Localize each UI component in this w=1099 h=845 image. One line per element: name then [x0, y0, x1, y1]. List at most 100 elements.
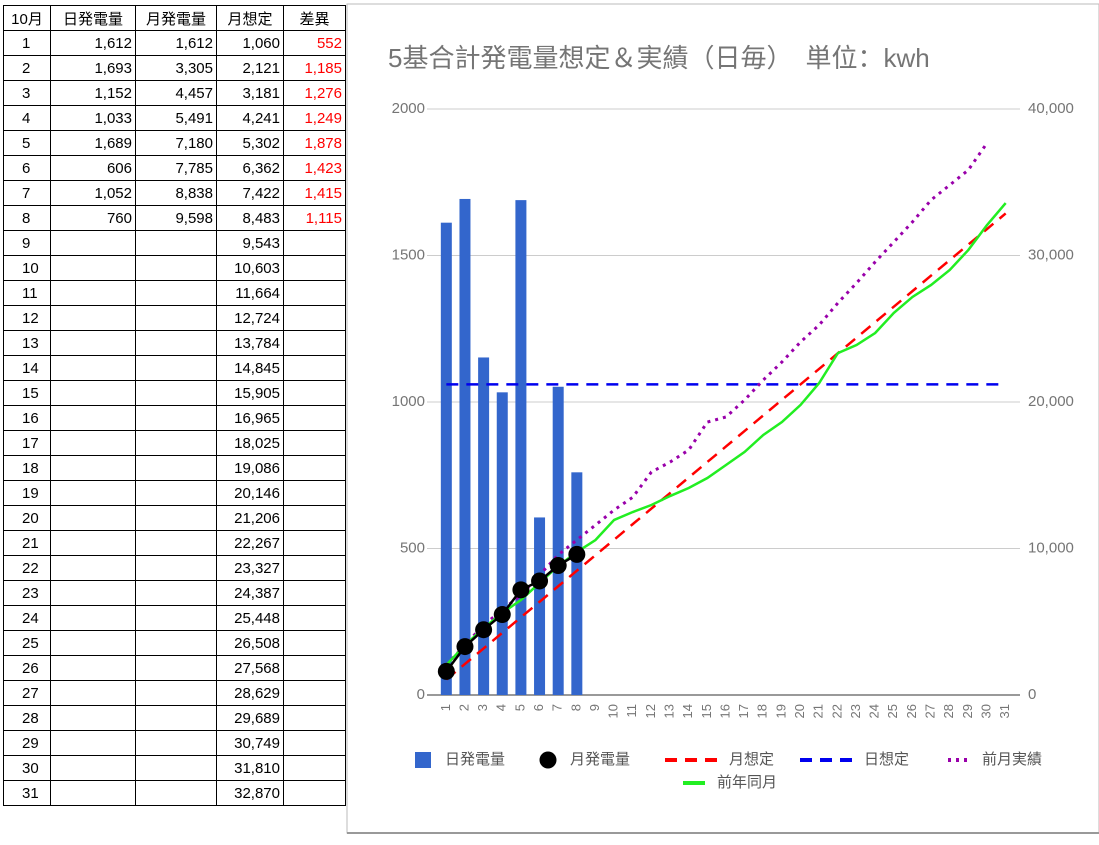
legend-label: 月想定 [729, 751, 774, 768]
sheet-cell[interactable] [283, 305, 346, 331]
sheet-cell[interactable] [50, 580, 136, 606]
y-tick-label: 2000 [392, 100, 425, 117]
line-marker [437, 662, 455, 680]
sheet-row: 23 24,387 [3, 580, 346, 606]
x-tick-label: 10 [606, 704, 621, 718]
sheet-cell[interactable]: 12,724 [216, 305, 284, 331]
sheet-cell[interactable]: 22,267 [216, 530, 284, 556]
sheet-cell[interactable] [135, 655, 217, 681]
sheet-cell[interactable]: 1,033 [50, 105, 136, 131]
sheet-cell[interactable]: 7,422 [216, 180, 284, 206]
sheet-cell[interactable] [135, 755, 217, 781]
sheet-cell[interactable]: 23 [3, 580, 51, 606]
sheet-cell[interactable]: 16 [3, 405, 51, 431]
sheet-row: 11 11,664 [3, 280, 346, 306]
sheet-cell[interactable]: 24 [3, 605, 51, 631]
sheet-cell[interactable]: 10,603 [216, 255, 284, 281]
legend-label: 日発電量 [445, 751, 505, 768]
sheet-cell[interactable]: 18 [3, 455, 51, 481]
sheet-cell[interactable] [50, 380, 136, 406]
sheet-cell[interactable] [135, 305, 217, 331]
sheet-cell[interactable]: 8 [3, 205, 51, 231]
sheet-cell[interactable] [135, 555, 217, 581]
sheet-cell[interactable]: 552 [283, 30, 346, 56]
sheet-cell[interactable]: 23,327 [216, 555, 284, 581]
sheet-cell[interactable] [283, 230, 346, 256]
x-tick-label: 25 [885, 704, 900, 718]
sheet-cell[interactable]: 5,491 [135, 105, 217, 131]
sheet-cell[interactable]: 19,086 [216, 455, 284, 481]
sheet-cell[interactable] [283, 580, 346, 606]
sheet-cell[interactable]: 16,965 [216, 405, 284, 431]
sheet-cell[interactable]: 606 [50, 155, 136, 181]
sheet-cell[interactable] [50, 405, 136, 431]
sheet-cell[interactable]: 15 [3, 380, 51, 406]
bar [459, 198, 471, 696]
sheet-cell[interactable] [283, 755, 346, 781]
sheet-cell[interactable]: 1,415 [283, 180, 346, 206]
sheet-cell[interactable]: 28 [3, 705, 51, 731]
sheet-cell[interactable]: 2,121 [216, 55, 284, 81]
sheet-cell[interactable]: 1,612 [50, 30, 136, 56]
sheet-cell[interactable]: 7,785 [135, 155, 217, 181]
sheet-cell[interactable]: 1,152 [50, 80, 136, 106]
sheet-cell[interactable]: 19 [3, 480, 51, 506]
sheet-cell[interactable]: 17 [3, 430, 51, 456]
sheet-cell[interactable]: 7,180 [135, 130, 217, 156]
sheet-cell[interactable]: 25,448 [216, 605, 284, 631]
sheet-cell[interactable]: 18,025 [216, 430, 284, 456]
sheet-cell[interactable]: 1,249 [283, 105, 346, 131]
sheet-cell[interactable]: 4,457 [135, 80, 217, 106]
sheet-cell[interactable]: 14,845 [216, 355, 284, 381]
sheet-cell[interactable]: 760 [50, 205, 136, 231]
sheet-cell[interactable] [283, 480, 346, 506]
sheet-cell[interactable]: 22 [3, 555, 51, 581]
sheet-cell[interactable]: 差異 [283, 5, 346, 31]
sheet-cell[interactable] [50, 355, 136, 381]
sheet-cell[interactable]: 30 [3, 755, 51, 781]
sheet-cell[interactable] [283, 780, 346, 806]
sheet-cell[interactable] [50, 780, 136, 806]
sheet-cell[interactable]: 5 [3, 130, 51, 156]
sheet-cell[interactable] [50, 230, 136, 256]
sheet-row: 24 25,448 [3, 605, 346, 631]
sheet-cell[interactable]: 1,689 [50, 130, 136, 156]
sheet-cell[interactable]: 29,689 [216, 705, 284, 731]
sheet-cell[interactable]: 1,612 [135, 30, 217, 56]
x-tick-label: 30 [978, 704, 993, 718]
sheet-cell[interactable] [50, 505, 136, 531]
sheet-cell[interactable] [283, 405, 346, 431]
sheet-cell[interactable] [50, 655, 136, 681]
sheet-cell[interactable]: 20,146 [216, 480, 284, 506]
sheet-cell[interactable] [283, 455, 346, 481]
sheet-row: 19 20,146 [3, 480, 346, 506]
sheet-cell[interactable] [135, 255, 217, 281]
sheet-cell[interactable]: 25 [3, 630, 51, 656]
sheet-cell[interactable]: 29 [3, 730, 51, 756]
sheet-cell[interactable] [135, 355, 217, 381]
sheet-cell[interactable]: 31,810 [216, 755, 284, 781]
sheet-cell[interactable]: 1,052 [50, 180, 136, 206]
sheet-cell[interactable] [135, 455, 217, 481]
sheet-cell[interactable]: 28,629 [216, 680, 284, 706]
sheet-cell[interactable]: 1,185 [283, 55, 346, 81]
sheet-cell[interactable]: 日発電量 [50, 5, 136, 31]
sheet-cell[interactable]: 11 [3, 280, 51, 306]
sheet-cell[interactable]: 4,241 [216, 105, 284, 131]
sheet-cell[interactable] [135, 480, 217, 506]
sheet-cell[interactable]: 4 [3, 105, 51, 131]
sheet-cell[interactable]: 1,115 [283, 205, 346, 231]
sheet-cell[interactable] [50, 305, 136, 331]
sheet-cell[interactable]: 12 [3, 305, 51, 331]
sheet-cell[interactable]: 7 [3, 180, 51, 206]
sheet-row: 1 1,612 1,612 1,060 552 [3, 30, 346, 56]
sheet-cell[interactable] [283, 655, 346, 681]
sheet-cell[interactable] [50, 755, 136, 781]
sheet-cell[interactable] [50, 280, 136, 306]
sheet-cell[interactable]: 3,181 [216, 80, 284, 106]
sheet-cell[interactable]: 10 [3, 255, 51, 281]
sheet-cell[interactable]: 月想定 [216, 5, 284, 31]
sheet-cell[interactable] [283, 680, 346, 706]
sheet-cell[interactable] [135, 780, 217, 806]
sheet-cell[interactable]: 10月 [3, 5, 51, 31]
